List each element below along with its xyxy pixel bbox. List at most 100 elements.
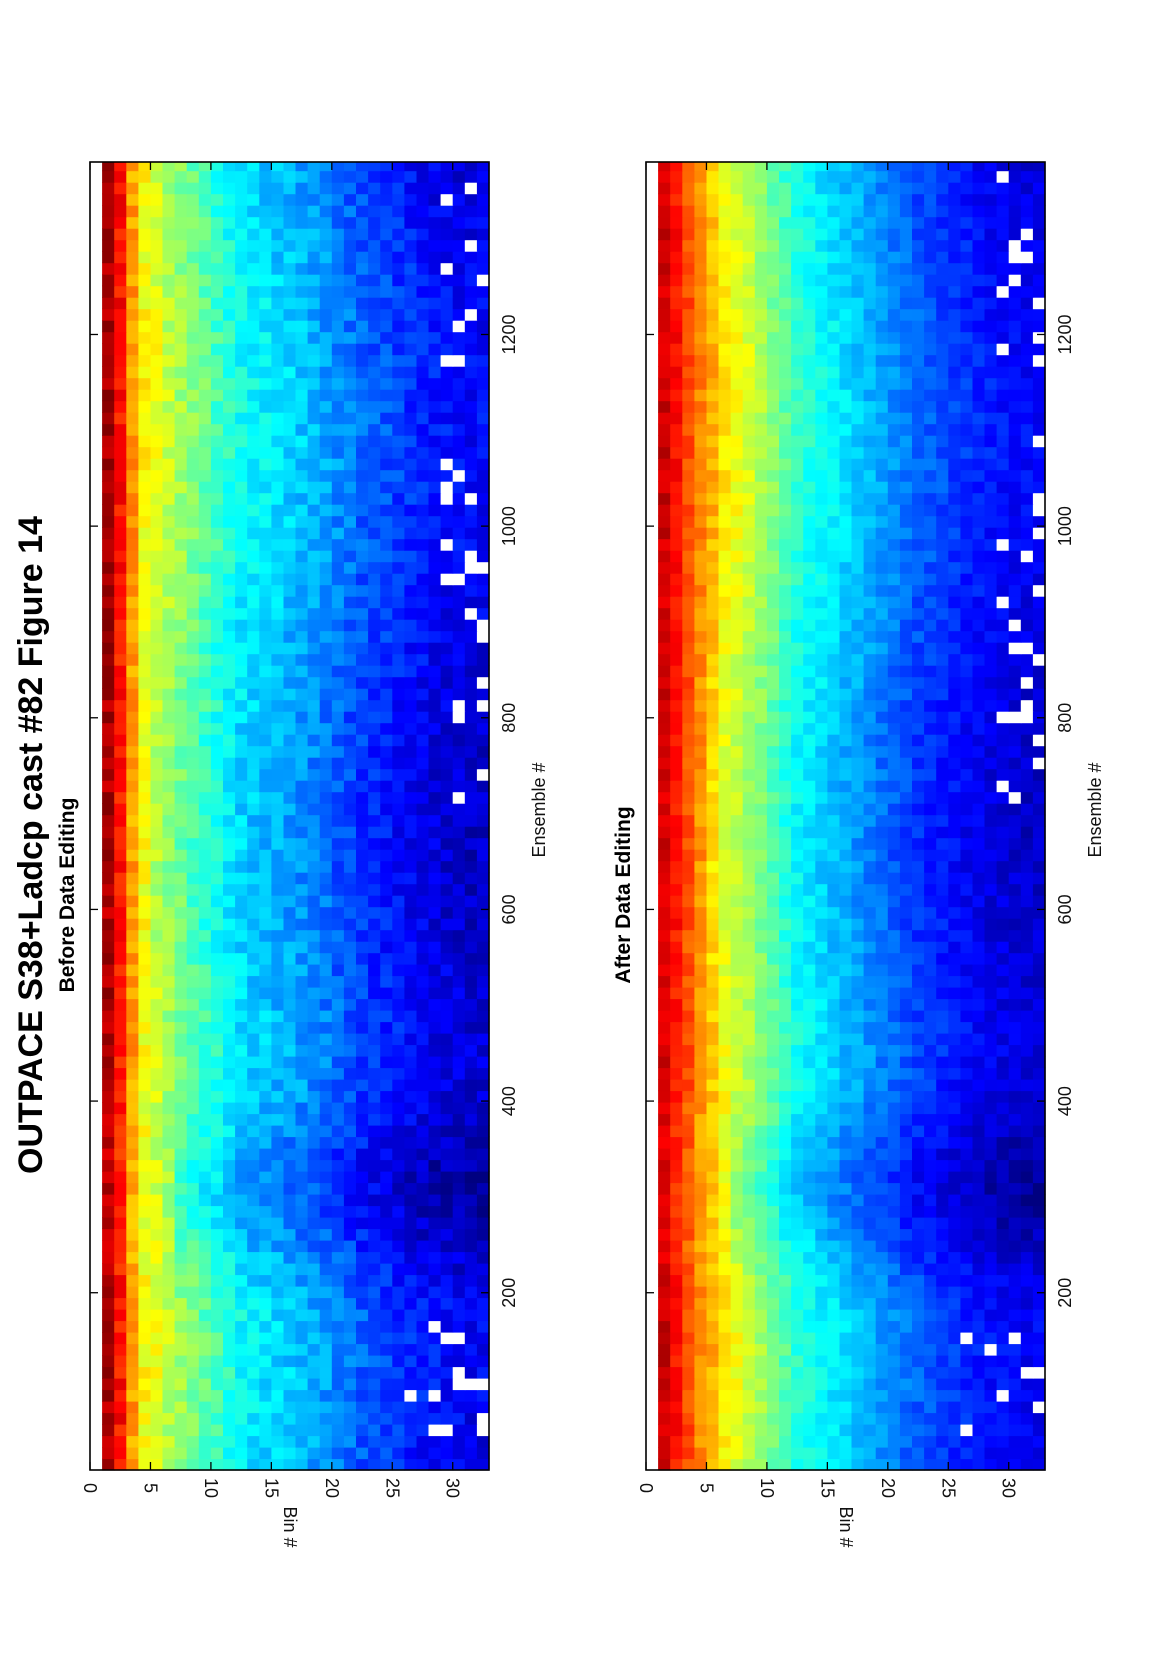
heatmap-cell (150, 906, 164, 919)
heatmap-cell (912, 1136, 925, 1149)
heatmap-cell (452, 1263, 466, 1276)
heatmap-cell (936, 1447, 949, 1460)
heatmap-cell (682, 1447, 695, 1460)
heatmap-cell (887, 1090, 901, 1103)
heatmap-cell (247, 1067, 260, 1080)
heatmap-cell (331, 193, 345, 206)
heatmap-cell (392, 837, 405, 850)
heatmap-cell (440, 262, 454, 275)
heatmap-cell (682, 1297, 695, 1310)
heatmap-cell (368, 320, 381, 333)
heatmap-cell (138, 435, 152, 448)
heatmap-cell (404, 1309, 418, 1322)
heatmap-cell (259, 906, 272, 919)
heatmap-cell (343, 1343, 357, 1356)
heatmap-cell (694, 1148, 708, 1161)
heatmap-cell (984, 1343, 998, 1356)
heatmap-cell (126, 1286, 139, 1299)
heatmap-cell (416, 1332, 430, 1345)
heatmap-cell (271, 734, 285, 747)
heatmap-cell (235, 745, 248, 758)
heatmap-cell (392, 504, 405, 517)
heatmap-cell (924, 1332, 937, 1345)
heatmap-cell (271, 1056, 285, 1069)
heatmap-cell (464, 1309, 478, 1322)
heatmap-cell (392, 1194, 405, 1207)
heatmap-cell (404, 423, 418, 436)
heatmap-cell (452, 1401, 466, 1414)
heatmap-cell (730, 1251, 744, 1264)
heatmap-cell (162, 308, 176, 321)
heatmap-cell (150, 389, 164, 402)
heatmap-cell (996, 1033, 1010, 1046)
heatmap-cell (972, 1182, 986, 1195)
heatmap-cell (682, 1021, 695, 1034)
heatmap-cell (948, 1297, 961, 1310)
heatmap-cell (730, 1378, 744, 1391)
heatmap-cell (114, 1205, 127, 1218)
heatmap-cell (162, 423, 176, 436)
heatmap-cell (114, 162, 127, 172)
heatmap-cell (428, 1389, 442, 1402)
heatmap-cell (210, 297, 224, 310)
heatmap-cell (138, 481, 152, 494)
heatmap-cell (392, 768, 405, 781)
heatmap-cell (718, 1056, 732, 1069)
heatmap-cell (875, 1240, 889, 1253)
heatmap-cell (476, 1320, 490, 1333)
heatmap-cell (984, 1205, 998, 1218)
heatmap-cell (404, 573, 418, 586)
heatmap-cell (440, 1378, 454, 1391)
heatmap-cell (356, 1159, 369, 1172)
heatmap-cell (307, 1424, 321, 1437)
heatmap-cell (271, 1389, 285, 1402)
heatmap-cell (210, 964, 224, 977)
heatmap-cell (803, 1102, 816, 1115)
heatmap-cell (984, 1148, 998, 1161)
heatmap-cell (102, 895, 115, 908)
heatmap-cell (380, 1056, 393, 1069)
heatmap-cell (162, 987, 176, 1000)
heatmap-cell (452, 1010, 466, 1023)
heatmap-cell (150, 734, 164, 747)
heatmap-cell (839, 1389, 853, 1402)
heatmap-cell (295, 262, 309, 275)
heatmap-cell (343, 170, 357, 183)
heatmap-cell (331, 665, 345, 678)
heatmap-cell (162, 653, 176, 666)
heatmap-cell (174, 412, 188, 425)
heatmap-cell (863, 1263, 877, 1276)
heatmap-cell (428, 527, 442, 540)
heatmap-cell (150, 1378, 164, 1391)
heatmap-cell (138, 883, 152, 896)
heatmap-cell (839, 1021, 853, 1034)
heatmap-cell (440, 1148, 454, 1161)
heatmap-cell (114, 826, 127, 839)
heatmap-cell (416, 860, 430, 873)
heatmap-cell (440, 872, 454, 885)
heatmap-cell (198, 791, 212, 804)
heatmap-cell (295, 596, 309, 609)
heatmap-cell (476, 492, 490, 505)
heatmap-cell (150, 1136, 164, 1149)
heatmap-cell (440, 952, 454, 965)
heatmap-cell (319, 1458, 333, 1471)
heatmap-cell (416, 481, 430, 494)
heatmap-cell (235, 1125, 248, 1138)
heatmap-cell (984, 1159, 998, 1172)
heatmap-cell (126, 998, 139, 1011)
heatmap-cell (235, 607, 248, 620)
heatmap-cell (440, 837, 454, 850)
heatmap-cell (912, 1240, 925, 1253)
heatmap-cell (428, 205, 442, 218)
heatmap-cell (658, 1320, 671, 1333)
heatmap-cell (114, 699, 127, 712)
heatmap-cell (247, 1010, 260, 1023)
heatmap-cell (356, 584, 369, 597)
heatmap-cell (476, 412, 490, 425)
heatmap-cell (283, 1113, 297, 1126)
heatmap-cell (404, 1010, 418, 1023)
heatmap-cell (319, 1389, 333, 1402)
heatmap-cell (948, 1355, 961, 1368)
heatmap-cell (1032, 1125, 1046, 1138)
